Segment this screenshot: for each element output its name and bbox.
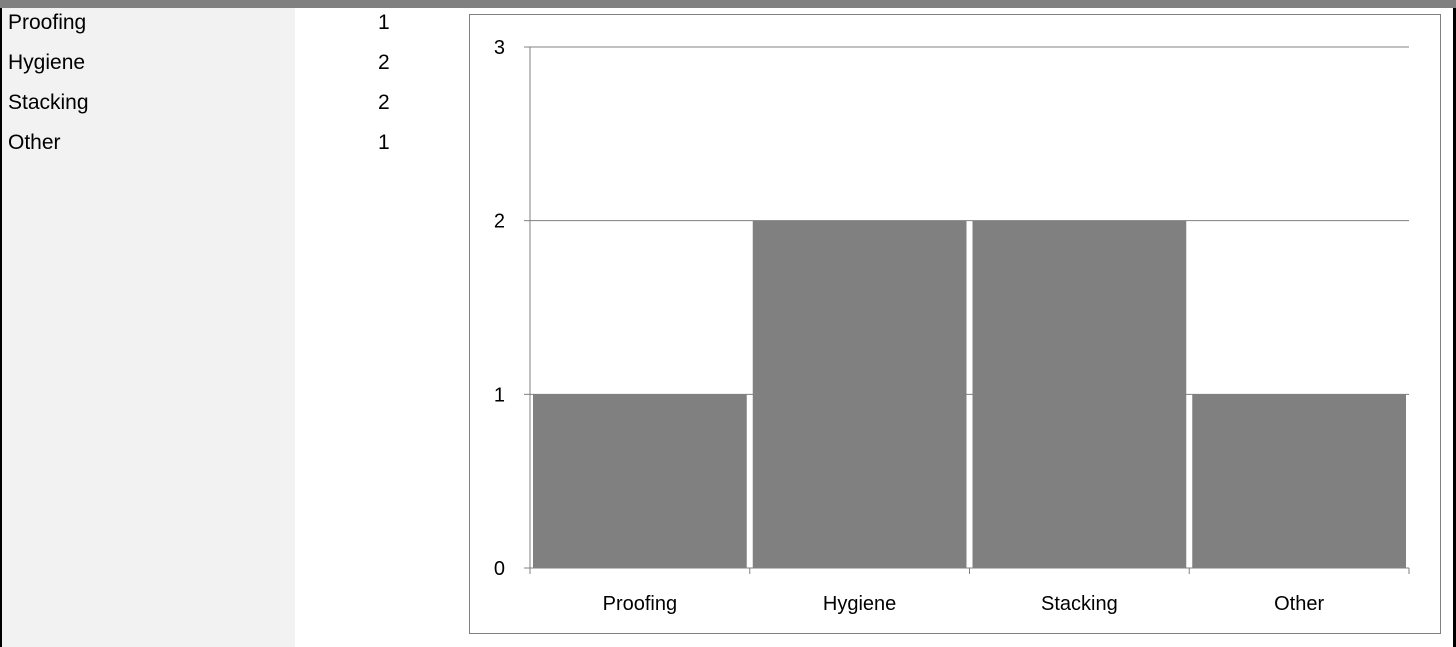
y-tick-label: 2 — [494, 211, 505, 233]
y-tick-label: 1 — [494, 384, 505, 406]
x-tick-label: Hygiene — [823, 593, 896, 615]
table-row: Proofing 1 — [8, 11, 398, 51]
bar — [752, 220, 967, 568]
data-table: Proofing 1 Hygiene 2 Stacking 2 Other 1 — [8, 11, 398, 171]
bar — [1192, 394, 1406, 568]
x-tick-label: Proofing — [603, 593, 678, 615]
y-tick-label: 3 — [494, 37, 505, 59]
row-value: 2 — [378, 51, 390, 74]
bar — [972, 220, 1187, 568]
shaded-column — [2, 8, 295, 647]
row-label: Other — [8, 131, 61, 154]
y-tick-label: 0 — [494, 558, 505, 580]
row-label: Proofing — [8, 11, 87, 34]
row-value: 1 — [378, 11, 390, 34]
row-value: 1 — [378, 131, 390, 154]
bar — [533, 394, 747, 568]
row-value: 2 — [378, 91, 390, 114]
window-left-border — [0, 8, 2, 647]
table-row: Stacking 2 — [8, 91, 398, 131]
x-tick-label: Stacking — [1041, 593, 1118, 615]
table-row: Other 1 — [8, 131, 398, 171]
window-top-border — [0, 0, 1456, 8]
row-label: Hygiene — [8, 51, 86, 74]
row-label: Stacking — [8, 91, 89, 114]
chart-canvas: 0 1 2 3 Proofing Hygiene Stacking Other — [494, 37, 1410, 615]
bar-chart: 0 1 2 3 Proofing Hygiene Stacking Other — [469, 14, 1441, 634]
window-right-border — [1453, 8, 1456, 647]
table-row: Hygiene 2 — [8, 51, 398, 91]
x-tick-label: Other — [1274, 593, 1324, 615]
